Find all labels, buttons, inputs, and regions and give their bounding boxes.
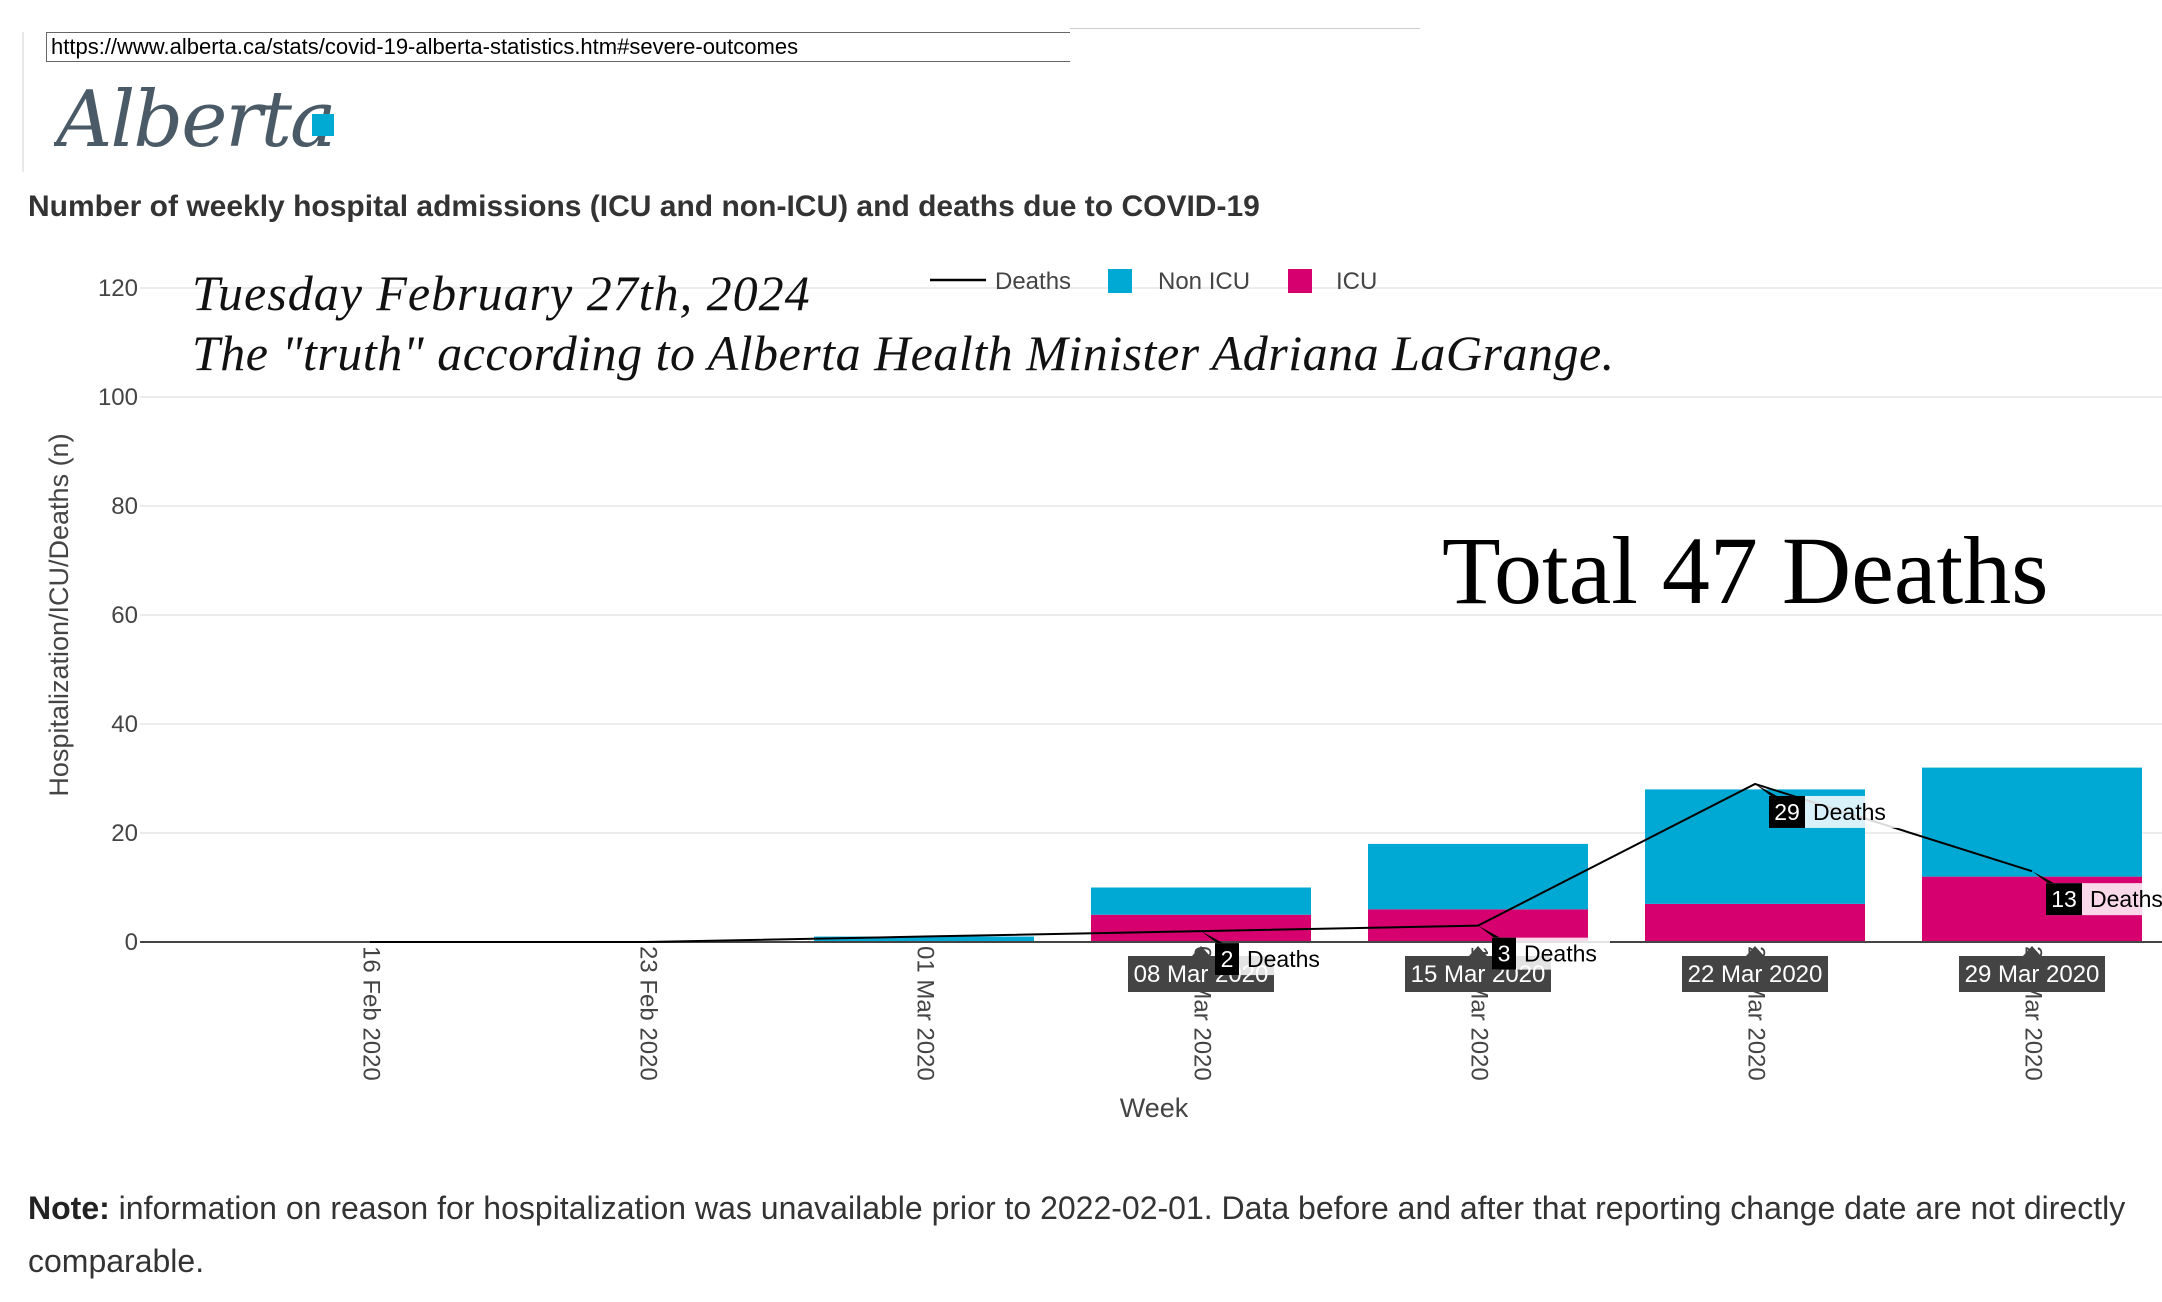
address-bar[interactable]: https://www.alberta.ca/stats/covid-19-al… (46, 32, 1070, 62)
footnote-label: Note: (28, 1190, 110, 1226)
footnote-text: information on reason for hospitalizatio… (28, 1190, 2126, 1279)
y-tick-label: 40 (111, 711, 138, 738)
x-tick-label: 23 Feb 2020 (635, 946, 662, 1081)
death-hover-number: 13 (2051, 886, 2077, 912)
date-hover-box (1682, 956, 1828, 992)
date-hover-pointer (1469, 946, 1487, 956)
y-tick-label: 80 (111, 493, 138, 520)
y-tick-label: 120 (98, 275, 138, 302)
death-hover-pointer (1755, 783, 1777, 796)
bar-non-icu (1091, 887, 1311, 915)
alberta-logo[interactable]: Alberta (54, 60, 354, 160)
y-tick-label: 20 (111, 820, 138, 847)
logo-accent-square (312, 114, 334, 136)
legend-non-icu-swatch (1108, 269, 1132, 293)
death-hover-pointer (1201, 931, 1223, 944)
date-hover-pointer (1192, 946, 1210, 956)
death-hover-label: Deaths (2090, 886, 2162, 912)
date-hover-label: 29 Mar 2020 (1965, 961, 2100, 988)
annotation-date: Tuesday February 27th, 2024 (192, 265, 811, 321)
x-tick-label: 16 Feb 2020 (358, 946, 385, 1081)
bar-non-icu (814, 936, 1034, 942)
death-hover-number: 3 (1498, 941, 1511, 967)
bars (814, 767, 2142, 942)
browser-frame-edge (22, 32, 24, 172)
hover-labels: 08 Mar 2020 15 Mar 2020 22 Mar 2020 29 Mar … (1128, 783, 2162, 992)
chart: 0 20 40 60 80 100 120 16 Feb 2020 23 Feb 2020 01… (44, 268, 2162, 1123)
x-tick-label: 01 Mar 2020 (912, 946, 939, 1081)
legend[interactable]: Deaths Non ICU ICU (930, 268, 1377, 295)
death-hover-number-box (2046, 883, 2082, 916)
death-hover-label: Deaths (1247, 946, 1320, 972)
death-hover-number-box (1769, 795, 1805, 828)
legend-icu-label: ICU (1336, 268, 1377, 295)
death-hover-label: Deaths (1524, 941, 1597, 967)
bar-non-icu (1368, 843, 1588, 910)
y-tick-label: 100 (98, 384, 138, 411)
death-hover-number: 2 (1221, 946, 1234, 972)
bar-icu (1091, 914, 1311, 942)
y-axis-title: Hospitalization/ICU/Deaths (n) (44, 433, 74, 796)
death-hover-pointer (2032, 871, 2054, 884)
date-hover-label: 22 Mar 2020 (1688, 961, 1823, 988)
death-hover-number: 29 (1774, 799, 1800, 825)
annotation-quote: The "truth" according to Alberta Health … (192, 325, 1615, 381)
legend-deaths-label: Deaths (995, 268, 1071, 295)
date-hover-pointer (1746, 946, 1764, 956)
legend-non-icu-label: Non ICU (1158, 268, 1250, 295)
date-hover-pointer (2023, 946, 2041, 956)
bar-icu (1645, 903, 1865, 942)
death-hover-label: Deaths (1813, 799, 1886, 825)
legend-icu-swatch (1288, 269, 1312, 293)
alberta-logo-wordmark: Alberta (54, 75, 335, 160)
date-hover-box (1959, 956, 2105, 992)
death-hover-number-box (1215, 943, 1239, 976)
chart-title: Number of weekly hospital admissions (IC… (28, 190, 1260, 223)
y-tick-label: 0 (125, 929, 138, 956)
y-tick-label: 60 (111, 602, 138, 629)
y-axis-ticks: 0 20 40 60 80 100 120 (98, 275, 138, 956)
x-axis-title: Week (1120, 1093, 1189, 1123)
death-hover-pointer (1478, 925, 1500, 938)
annotation-total-deaths: Total 47 Deaths (1442, 517, 2049, 624)
footnote: Note: information on reason for hospital… (28, 1182, 2138, 1288)
browser-toolbar-line (1070, 28, 1420, 29)
bar-non-icu (1922, 767, 2142, 877)
death-hover-number-box (1492, 937, 1516, 970)
